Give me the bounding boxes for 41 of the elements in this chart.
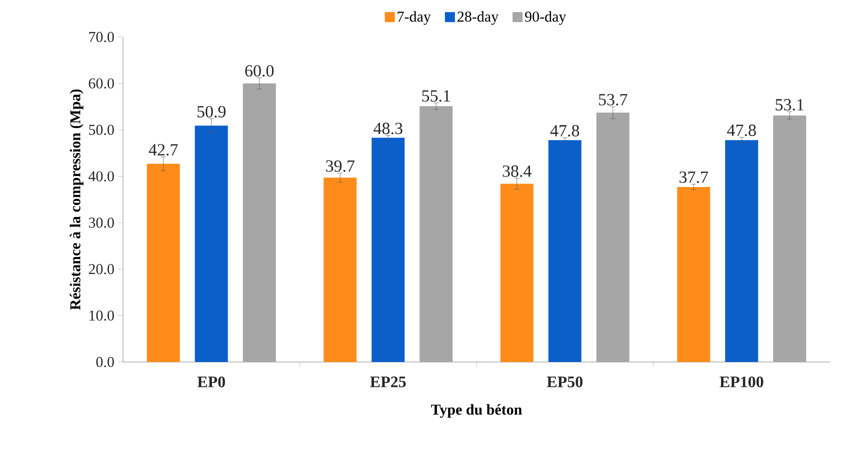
legend-label: 90-day xyxy=(525,11,566,25)
legend-label: 28-day xyxy=(458,11,499,25)
y-tick-label: 30.0 xyxy=(88,218,114,228)
bar xyxy=(596,112,630,362)
bar xyxy=(146,164,180,362)
data-label: 48.3 xyxy=(374,122,402,134)
y-tick-label: 10.0 xyxy=(90,310,114,321)
y-tick-label: 40.0 xyxy=(88,171,114,182)
data-label: 53.1 xyxy=(776,99,804,111)
bar xyxy=(372,138,405,362)
bar xyxy=(500,184,534,362)
y-tick-label: 70.0 xyxy=(89,32,114,42)
x-tick-label: EP100 xyxy=(720,376,764,388)
bar xyxy=(677,186,710,362)
x-tick-label: EP50 xyxy=(546,376,582,388)
data-label: 50.9 xyxy=(197,106,226,118)
x-axis-title: Type du béton xyxy=(431,404,522,418)
y-tick-label: 0.0 xyxy=(96,356,114,368)
bar xyxy=(773,115,806,362)
data-label: 60.0 xyxy=(245,65,274,77)
data-label: 47.8 xyxy=(727,124,756,136)
bar xyxy=(242,83,276,362)
bar xyxy=(725,140,758,362)
y-tick-label: 50.0 xyxy=(89,124,114,135)
bar xyxy=(324,178,357,362)
data-label: 47.8 xyxy=(550,125,580,137)
x-tick-label: EP0 xyxy=(197,376,225,388)
data-label: 53.7 xyxy=(598,94,628,106)
data-label: 37.7 xyxy=(680,171,708,183)
data-label: 55.1 xyxy=(422,90,450,102)
data-label: 38.4 xyxy=(502,165,532,177)
y-tick-label: 60.0 xyxy=(88,78,114,89)
y-tick-label: 20.0 xyxy=(88,264,114,274)
data-label: 42.7 xyxy=(148,144,178,156)
bar xyxy=(420,106,453,362)
bar xyxy=(548,140,582,362)
y-axis-title: Résistance à la compression (Mpa) xyxy=(70,89,84,310)
legend-label: 7-day xyxy=(398,11,431,25)
bar xyxy=(194,126,228,362)
x-tick-label: EP25 xyxy=(370,376,406,388)
data-label: 39.7 xyxy=(326,160,355,172)
